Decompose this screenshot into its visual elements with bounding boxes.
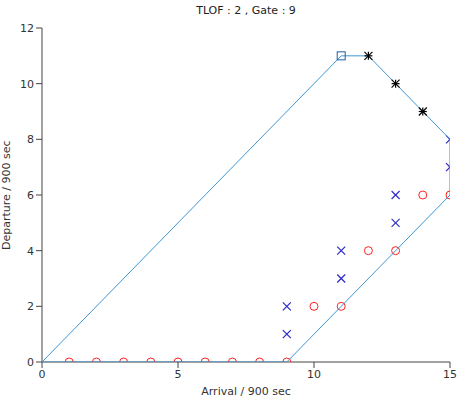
html-text:TLOF : 2 , Gate : 9: TLOF : 2 , Gate : 9 — [196, 4, 296, 17]
svg-text:0: 0 — [27, 356, 34, 369]
svg-text:15: 15 — [443, 368, 457, 381]
svg-text:2: 2 — [27, 300, 34, 313]
svg-text:4: 4 — [27, 245, 34, 258]
svg-text:8: 8 — [27, 133, 34, 146]
svg-text:12: 12 — [20, 22, 34, 35]
svg-text:5: 5 — [175, 368, 182, 381]
svg-text:6: 6 — [27, 189, 34, 202]
svg-text:0: 0 — [39, 368, 46, 381]
svg-text:10: 10 — [307, 368, 321, 381]
svg-text:Arrival / 900 sec: Arrival / 900 sec — [201, 385, 290, 398]
svg-text:Departure / 900 sec: Departure / 900 sec — [8, 140, 13, 250]
svg-text:10: 10 — [20, 78, 34, 91]
